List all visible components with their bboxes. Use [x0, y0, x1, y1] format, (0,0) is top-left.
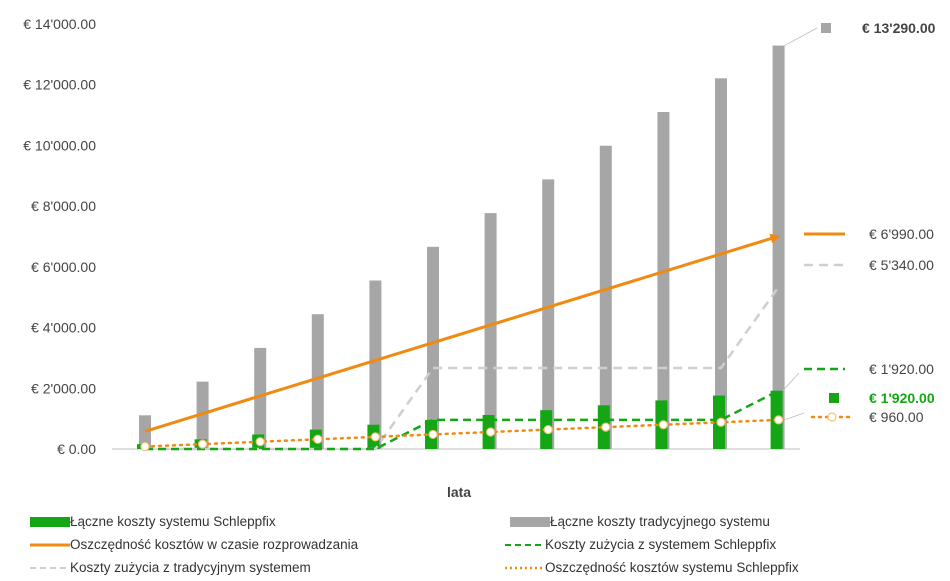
legend-label: Łączne koszty tradycyjnego systemu [550, 514, 770, 529]
y-tick-label: € 10'000.00 [23, 137, 96, 153]
series-traditional-bars [139, 45, 785, 450]
bar-traditional [715, 78, 727, 449]
y-tick-label: € 6'000.00 [31, 259, 96, 275]
series-lines [140, 233, 784, 452]
legend-item-schleppfix-usage: Koszty zużycia z systemem Schleppfix [505, 537, 776, 552]
callout-label: € 5'340.00 [869, 257, 934, 273]
callout-label: € 960.00 [869, 409, 924, 425]
y-tick-label: € 0.00 [57, 441, 96, 457]
leader-line [784, 412, 805, 421]
x-axis-label: lata [447, 484, 471, 500]
legend-swatch-orange-line [30, 543, 70, 546]
callout-key-point [827, 412, 837, 422]
bar-traditional [484, 213, 497, 449]
callout-label: € 6'990.00 [869, 226, 934, 242]
point-schleppfix-savings [773, 415, 784, 425]
callout-key-green-bar [829, 393, 839, 403]
legend-swatch-grey-dashed [30, 566, 70, 569]
bar-traditional [427, 246, 439, 449]
line-savings-arrowhead [769, 233, 781, 244]
bar-traditional [369, 280, 382, 449]
legend-label: Oszczędność kosztów w czasie rozprowadza… [70, 537, 359, 552]
bar-traditional [254, 347, 267, 449]
legend-swatch-green-dashed [505, 543, 545, 546]
y-tick-label: € 2'000.00 [31, 380, 96, 396]
bar-traditional [542, 179, 555, 449]
point-schleppfix-savings [370, 432, 380, 442]
leader-line [784, 27, 818, 46]
point-schleppfix-savings [255, 437, 265, 447]
point-schleppfix-savings [313, 434, 323, 444]
legend-label: Koszty zużycia z tradycyjnym systemem [70, 560, 311, 575]
bar-traditional [196, 381, 209, 449]
bar-traditional [311, 314, 324, 449]
callouts: € 13'290.00 € 6'990.00 € 5'340.00 € 1'920.0… [782, 20, 936, 425]
y-tick-label: € 14'000.00 [23, 16, 96, 32]
legend-label: Koszty zużycia z systemem Schleppfix [545, 537, 777, 552]
bar-traditional [139, 415, 151, 449]
point-schleppfix-savings [428, 429, 438, 440]
callout-label: € 1'920.00 [869, 390, 935, 406]
bar-traditional [772, 45, 785, 450]
point-schleppfix-savings [486, 427, 496, 437]
bar-traditional [599, 145, 612, 449]
legend-swatch-grey-bar [510, 516, 550, 527]
point-schleppfix-savings [198, 439, 208, 449]
point-schleppfix-savings [140, 441, 150, 452]
legend-item-traditional-total: Łączne koszty tradycyjnego systemu [510, 514, 770, 529]
legend-swatch-orange-dotted [505, 566, 545, 569]
callout-label: € 13'290.00 [862, 20, 936, 36]
y-tick-label: € 4'000.00 [31, 320, 96, 336]
legend-label: Łączne koszty systemu Schleppfix [70, 514, 276, 529]
callout-label: € 1'920.00 [869, 361, 934, 377]
bar-traditional [657, 112, 670, 450]
legend-swatch-green-bar [30, 516, 70, 527]
point-schleppfix-savings [601, 422, 611, 432]
line-schleppfix-usage [145, 389, 780, 451]
legend-item-savings-line: Oszczędność kosztów w czasie rozprowadza… [30, 537, 358, 552]
line-schleppfix-savings [143, 418, 780, 448]
point-schleppfix-savings [658, 420, 669, 430]
legend-item-schleppfix-total: Łączne koszty systemu Schleppfix [30, 514, 276, 529]
point-schleppfix-savings [716, 417, 726, 427]
callout-key-grey-bar [821, 23, 831, 33]
point-schleppfix-savings [543, 424, 553, 435]
y-tick-label: € 12'000.00 [23, 77, 96, 93]
legend: Łączne koszty systemu Schleppfix Łączne … [0, 508, 950, 581]
line-savings [144, 235, 778, 433]
legend-label: Oszczędność kosztów systemu Schleppfix [545, 560, 799, 575]
legend-item-traditional-usage: Koszty zużycia z tradycyjnym systemem [30, 560, 311, 575]
y-axis-ticks: € 0.00 € 2'000.00 € 4'000.00 € 6'000.00 € 8'… [23, 16, 96, 457]
leader-line [782, 372, 800, 391]
legend-item-schleppfix-savings: Oszczędność kosztów systemu Schleppfix [505, 560, 799, 575]
y-tick-label: € 8'000.00 [31, 198, 96, 214]
